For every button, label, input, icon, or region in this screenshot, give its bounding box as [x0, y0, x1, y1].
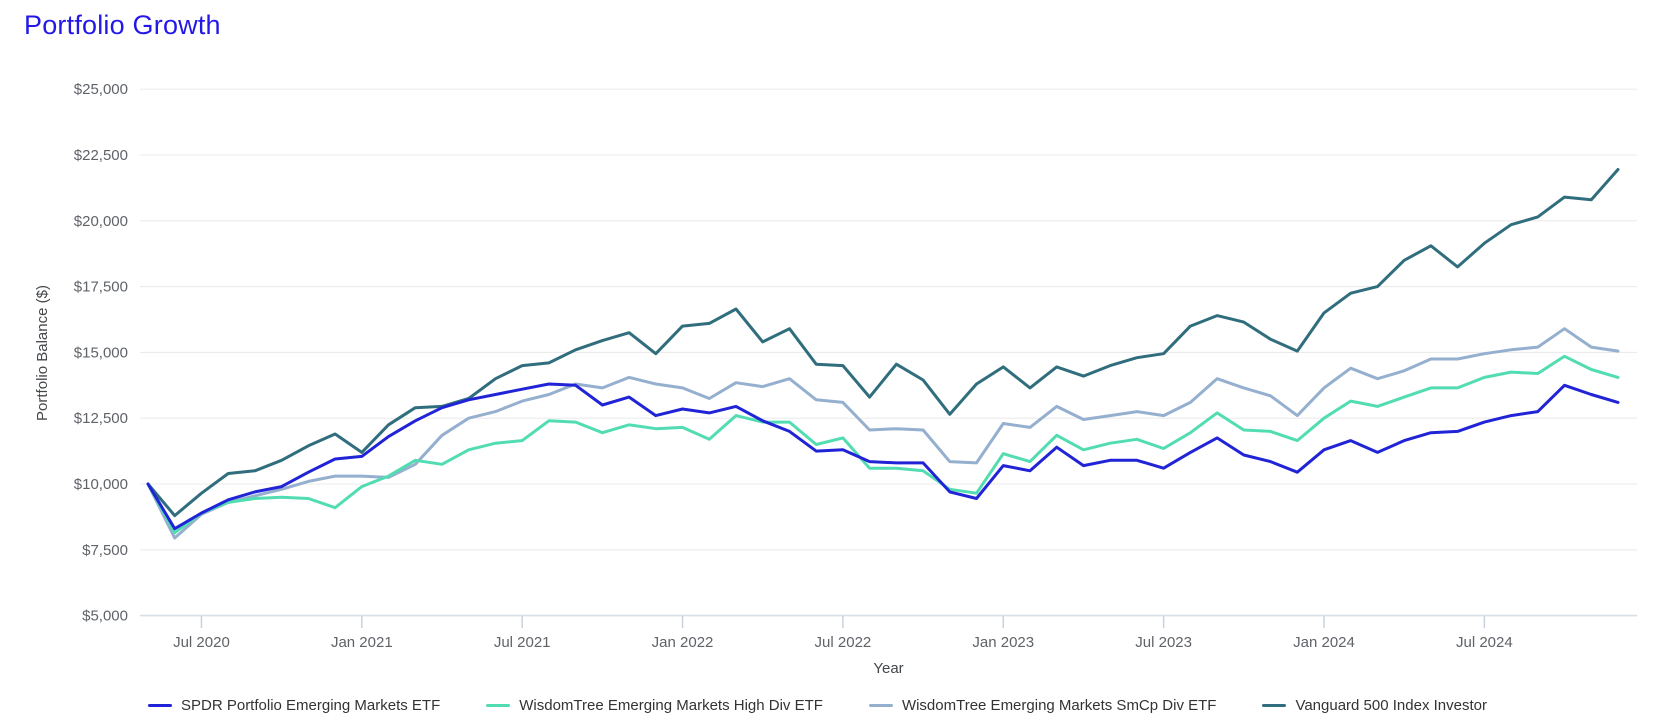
- chart-canvas[interactable]: $5,000 $7,500 $10,000 $12,500 $15,000 $17,500…: [0, 0, 1660, 690]
- legend-item-wisdomtree-high-div[interactable]: WisdomTree Emerging Markets High Div ETF: [486, 697, 823, 714]
- x-tick-label: Jan 2023: [972, 634, 1034, 651]
- legend-label: Vanguard 500 Index Investor: [1295, 697, 1487, 714]
- legend-item-vanguard[interactable]: Vanguard 500 Index Investor: [1262, 697, 1487, 714]
- x-tick-label: Jul 2022: [815, 634, 872, 651]
- x-tick-label: Jan 2022: [652, 634, 714, 651]
- y-tick-label: $5,000: [82, 608, 128, 625]
- x-tick-label: Jul 2020: [173, 634, 230, 651]
- legend-label: SPDR Portfolio Emerging Markets ETF: [181, 697, 441, 714]
- series-line[interactable]: [146, 354, 1620, 535]
- legend-item-wisdomtree-smcp[interactable]: WisdomTree Emerging Markets SmCp Div ETF: [868, 697, 1217, 714]
- legend-swatch-icon: [148, 703, 172, 708]
- y-tick-label: $20,000: [74, 213, 128, 230]
- y-tick-label: $10,000: [74, 476, 128, 493]
- y-tick-label: $25,000: [74, 81, 128, 98]
- y-axis-title: Portfolio Balance ($): [34, 285, 51, 421]
- legend-swatch-icon: [486, 703, 511, 708]
- legend-label: WisdomTree Emerging Markets SmCp Div ETF: [901, 697, 1217, 714]
- y-tick-label: $22,500: [74, 147, 128, 164]
- y-tick-label: $7,500: [82, 542, 128, 559]
- chart-legend: SPDR Portfolio Emerging Markets ETF Wisd…: [148, 697, 1640, 714]
- series-line[interactable]: [146, 168, 1620, 518]
- legend-swatch-icon: [1262, 703, 1287, 708]
- x-tick-label: Jul 2021: [494, 634, 551, 651]
- x-tick-label: Jul 2024: [1456, 634, 1513, 651]
- legend-swatch-icon: [868, 703, 893, 708]
- y-tick-label: $12,500: [74, 410, 128, 427]
- page-title: Portfolio Growth: [24, 10, 221, 40]
- x-axis-title: Year: [873, 660, 903, 677]
- legend-item-spdr[interactable]: SPDR Portfolio Emerging Markets ETF: [148, 697, 440, 714]
- x-tick-label: Jul 2023: [1135, 634, 1192, 651]
- legend-label: WisdomTree Emerging Markets High Div ETF: [519, 697, 823, 714]
- x-tick-label: Jan 2021: [331, 634, 393, 651]
- y-tick-label: $15,000: [74, 344, 128, 361]
- series-line[interactable]: [146, 327, 1620, 540]
- x-tick-label: Jan 2024: [1293, 634, 1355, 651]
- y-tick-label: $17,500: [74, 279, 128, 296]
- series-line[interactable]: [146, 382, 1620, 531]
